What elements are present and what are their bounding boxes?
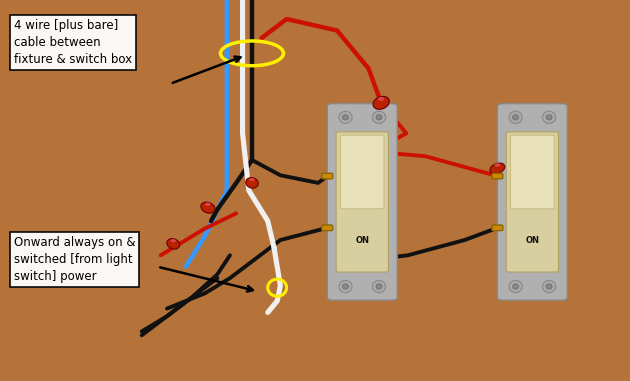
Ellipse shape [542, 111, 556, 123]
Ellipse shape [343, 284, 348, 289]
Ellipse shape [546, 115, 552, 120]
FancyBboxPatch shape [322, 173, 333, 179]
Ellipse shape [509, 111, 522, 123]
Ellipse shape [339, 111, 352, 123]
FancyBboxPatch shape [328, 104, 397, 300]
Ellipse shape [201, 202, 215, 213]
Ellipse shape [339, 280, 352, 293]
Ellipse shape [171, 239, 176, 242]
Ellipse shape [378, 97, 384, 101]
Ellipse shape [509, 280, 522, 293]
Text: ON: ON [525, 236, 539, 245]
Ellipse shape [376, 284, 382, 289]
FancyBboxPatch shape [340, 135, 384, 209]
Ellipse shape [495, 163, 500, 166]
Ellipse shape [372, 111, 386, 123]
Ellipse shape [343, 115, 348, 120]
Ellipse shape [246, 178, 258, 188]
Ellipse shape [373, 96, 389, 109]
FancyBboxPatch shape [510, 135, 554, 209]
FancyBboxPatch shape [498, 104, 567, 300]
Ellipse shape [376, 115, 382, 120]
Ellipse shape [167, 239, 180, 249]
Ellipse shape [513, 284, 518, 289]
FancyBboxPatch shape [492, 173, 503, 179]
Ellipse shape [205, 203, 210, 206]
FancyBboxPatch shape [507, 132, 558, 272]
FancyBboxPatch shape [322, 225, 333, 231]
FancyBboxPatch shape [492, 225, 503, 231]
FancyBboxPatch shape [492, 173, 503, 179]
Ellipse shape [490, 163, 505, 174]
FancyBboxPatch shape [336, 132, 388, 272]
Ellipse shape [249, 178, 255, 181]
FancyBboxPatch shape [492, 225, 503, 231]
Ellipse shape [372, 280, 386, 293]
Ellipse shape [542, 280, 556, 293]
FancyBboxPatch shape [322, 173, 333, 179]
FancyBboxPatch shape [322, 225, 333, 231]
Ellipse shape [546, 284, 552, 289]
Text: 4 wire [plus bare]
cable between
fixture & switch box: 4 wire [plus bare] cable between fixture… [14, 19, 132, 66]
Text: Onward always on &
switched [from light
switch] power: Onward always on & switched [from light … [14, 236, 135, 283]
Ellipse shape [513, 115, 518, 120]
Text: ON: ON [355, 236, 369, 245]
